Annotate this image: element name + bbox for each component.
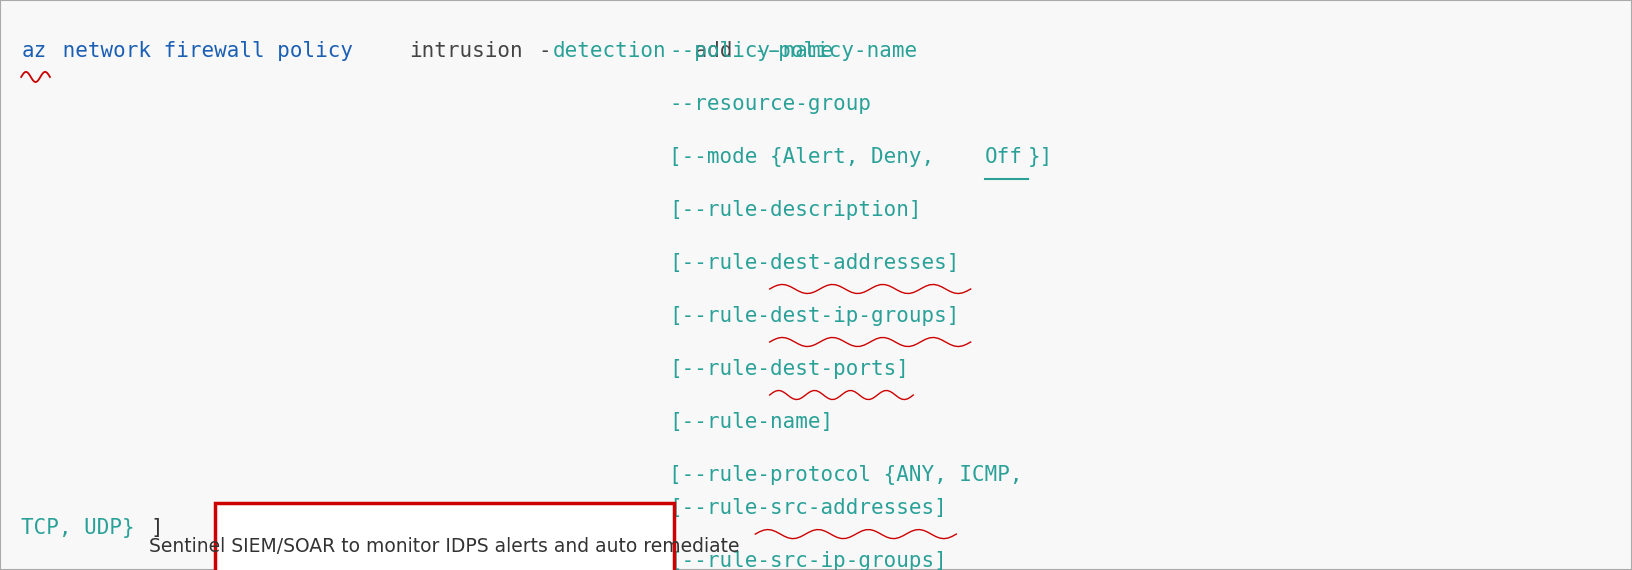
Text: [--mode {Alert, Deny,: [--mode {Alert, Deny,: [669, 147, 947, 168]
Text: detection: detection: [553, 41, 666, 62]
Text: intrusion: intrusion: [410, 41, 522, 62]
Text: }]: }]: [1028, 147, 1053, 168]
Text: [--rule-description]: [--rule-description]: [669, 200, 922, 221]
Text: [--rule-dest-ip-groups]: [--rule-dest-ip-groups]: [669, 306, 960, 327]
Text: Off: Off: [986, 147, 1023, 168]
Text: [--rule-protocol {ANY, ICMP,: [--rule-protocol {ANY, ICMP,: [669, 465, 1023, 486]
FancyBboxPatch shape: [215, 503, 674, 570]
Text: [--rule-dest-ports]: [--rule-dest-ports]: [669, 359, 909, 380]
Text: -: -: [539, 41, 552, 62]
Text: [--rule-name]: [--rule-name]: [669, 412, 834, 433]
Text: Sentinel SIEM/SOAR to monitor IDPS alerts and auto remediate: Sentinel SIEM/SOAR to monitor IDPS alert…: [150, 538, 739, 556]
Text: [--rule-dest-addresses]: [--rule-dest-addresses]: [669, 253, 960, 274]
Text: --resource-group: --resource-group: [669, 94, 871, 115]
Text: [--rule-src-ip-groups]: [--rule-src-ip-groups]: [669, 551, 947, 570]
Text: --policy-name: --policy-name: [669, 41, 834, 62]
Text: [--rule-src-addresses]: [--rule-src-addresses]: [669, 498, 947, 519]
Text: TCP, UDP}: TCP, UDP}: [21, 518, 135, 539]
Text: az: az: [21, 41, 46, 62]
Text: --policy-name: --policy-name: [754, 41, 917, 62]
Text: add: add: [682, 41, 744, 62]
Text: ]: ]: [150, 518, 163, 539]
Text: network firewall policy: network firewall policy: [51, 41, 366, 62]
